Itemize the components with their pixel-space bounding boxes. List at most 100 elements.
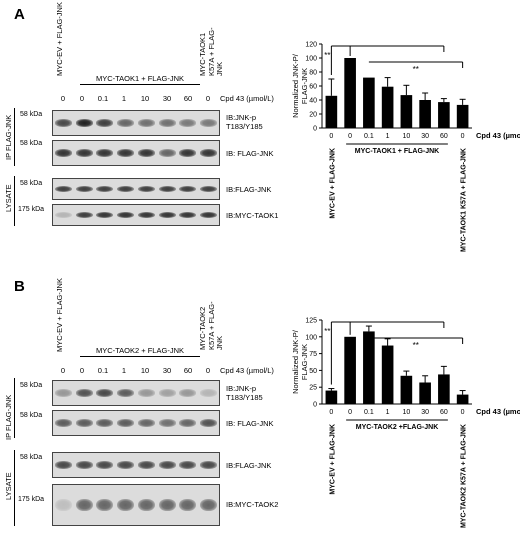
blot-band bbox=[75, 419, 93, 427]
group-label-wt: MYC-TAOK2 +FLAG-JNK bbox=[356, 424, 439, 431]
blot-band bbox=[158, 185, 176, 193]
lane-num: 0 bbox=[79, 366, 85, 375]
group-label-ev: MYC-EV + FLAG-JNK bbox=[329, 148, 336, 219]
bar bbox=[381, 86, 394, 128]
blot-band bbox=[137, 119, 155, 127]
blot-band bbox=[75, 149, 93, 157]
x-axis-label: Cpd 43 (µmol/L) bbox=[476, 407, 520, 416]
blot-band bbox=[179, 119, 197, 127]
blot-band bbox=[200, 498, 218, 512]
blot-band bbox=[200, 211, 218, 219]
bar bbox=[400, 375, 413, 404]
x-tick-label: 0 bbox=[461, 133, 465, 140]
bar bbox=[456, 394, 469, 404]
blot-band bbox=[179, 211, 197, 219]
blot-band bbox=[96, 119, 114, 127]
x-tick-label: 10 bbox=[402, 133, 410, 140]
blot-band bbox=[179, 149, 197, 157]
x-axis-label: Cpd 43 (µmol/L) bbox=[476, 131, 520, 140]
blot-band bbox=[54, 149, 72, 157]
blot-band bbox=[117, 389, 135, 397]
blot-band bbox=[137, 498, 155, 512]
blot-band bbox=[96, 149, 114, 157]
blot-band bbox=[179, 389, 197, 397]
bar bbox=[438, 102, 450, 128]
lane-header-wt: MYC-TAOK2 + FLAG-JNK bbox=[95, 346, 184, 355]
y-tick-label: 100 bbox=[305, 334, 317, 341]
blot-band bbox=[137, 461, 155, 469]
ib-label: IB: FLAG-JNK bbox=[226, 419, 274, 428]
blot-band bbox=[200, 149, 218, 157]
x-tick-label: 1 bbox=[386, 133, 390, 140]
blot-band bbox=[96, 211, 114, 219]
blot-band bbox=[200, 119, 218, 127]
blot-band bbox=[158, 149, 176, 157]
x-tick-label: 30 bbox=[421, 133, 429, 140]
panel-letter-b: B bbox=[14, 278, 25, 295]
kda-marker: 58 kDa bbox=[20, 111, 43, 118]
cpd-label: Cpd 43 (µmol/L) bbox=[220, 366, 274, 375]
lane-header-kd: MYC-TAOK2 K57A + FLAG-JNK bbox=[198, 301, 224, 350]
cpd-label: Cpd 43 (µmol/L) bbox=[220, 94, 274, 103]
bar bbox=[325, 95, 338, 128]
ip-label: IP FLAG-JNK bbox=[4, 394, 13, 440]
ib-label: IB:JNK-p T183/Y185 bbox=[226, 384, 263, 402]
blot-band bbox=[158, 389, 176, 397]
western-blot-myc-taok bbox=[52, 484, 220, 526]
lane-num: 1 bbox=[121, 94, 127, 103]
x-tick-label: 60 bbox=[440, 133, 448, 140]
kda-marker: 58 kDa bbox=[20, 382, 43, 389]
lane-header-ev: MYC-EV + FLAG-JNK bbox=[55, 2, 64, 76]
x-tick-label: 0 bbox=[348, 133, 352, 140]
lane-num: 30 bbox=[162, 94, 172, 103]
significance-mark: ** bbox=[324, 51, 330, 60]
blot-band bbox=[54, 461, 72, 469]
lane-num: 0 bbox=[60, 94, 66, 103]
bar bbox=[456, 104, 469, 128]
blot-band bbox=[54, 498, 72, 512]
x-tick-label: 0.1 bbox=[364, 133, 374, 140]
x-tick-label: 60 bbox=[440, 409, 448, 416]
blot-band bbox=[200, 419, 218, 427]
blot-band bbox=[54, 211, 72, 219]
blot-band bbox=[158, 498, 176, 512]
lane-num: 0 bbox=[60, 366, 66, 375]
kda-marker: 175 kDa bbox=[18, 496, 45, 503]
lane-num: 0.1 bbox=[97, 94, 109, 103]
group-label-ev: MYC-EV + FLAG-JNK bbox=[329, 424, 336, 495]
blot-band bbox=[75, 498, 93, 512]
y-tick-label: 0 bbox=[313, 402, 317, 409]
lane-num: 0 bbox=[79, 94, 85, 103]
lane-header-wt: MYC-TAOK1 + FLAG-JNK bbox=[95, 74, 184, 83]
ib-label: IB:JNK-p T183/Y185 bbox=[226, 113, 263, 131]
ip-label: IP FLAG-JNK bbox=[4, 114, 13, 160]
blot-band bbox=[117, 419, 135, 427]
y-tick-label: 40 bbox=[309, 98, 317, 105]
y-tick-label: 0 bbox=[313, 126, 317, 133]
kda-marker: 58 kDa bbox=[20, 180, 43, 187]
bar bbox=[363, 77, 375, 128]
blot-band bbox=[75, 119, 93, 127]
blot-band bbox=[96, 389, 114, 397]
lane-num: 0.1 bbox=[97, 366, 109, 375]
blot-band bbox=[200, 389, 218, 397]
blot-band bbox=[158, 119, 176, 127]
bar bbox=[419, 100, 431, 128]
western-blot-jnk-p bbox=[52, 380, 220, 406]
lane-num: 1 bbox=[121, 366, 127, 375]
blot-band bbox=[96, 185, 114, 193]
blot-band bbox=[200, 461, 218, 469]
blot-band bbox=[75, 389, 93, 397]
bar bbox=[381, 345, 394, 404]
blot-band bbox=[117, 149, 135, 157]
ib-label: IB:FLAG-JNK bbox=[226, 461, 272, 470]
blot-band bbox=[75, 185, 93, 193]
y-tick-label: 50 bbox=[309, 368, 317, 375]
x-tick-label: 0 bbox=[329, 409, 333, 416]
blot-band bbox=[137, 419, 155, 427]
ib-label: IB: FLAG-JNK bbox=[226, 149, 274, 158]
western-blot-jnk-p bbox=[52, 110, 220, 136]
y-tick-label: 75 bbox=[309, 351, 317, 358]
